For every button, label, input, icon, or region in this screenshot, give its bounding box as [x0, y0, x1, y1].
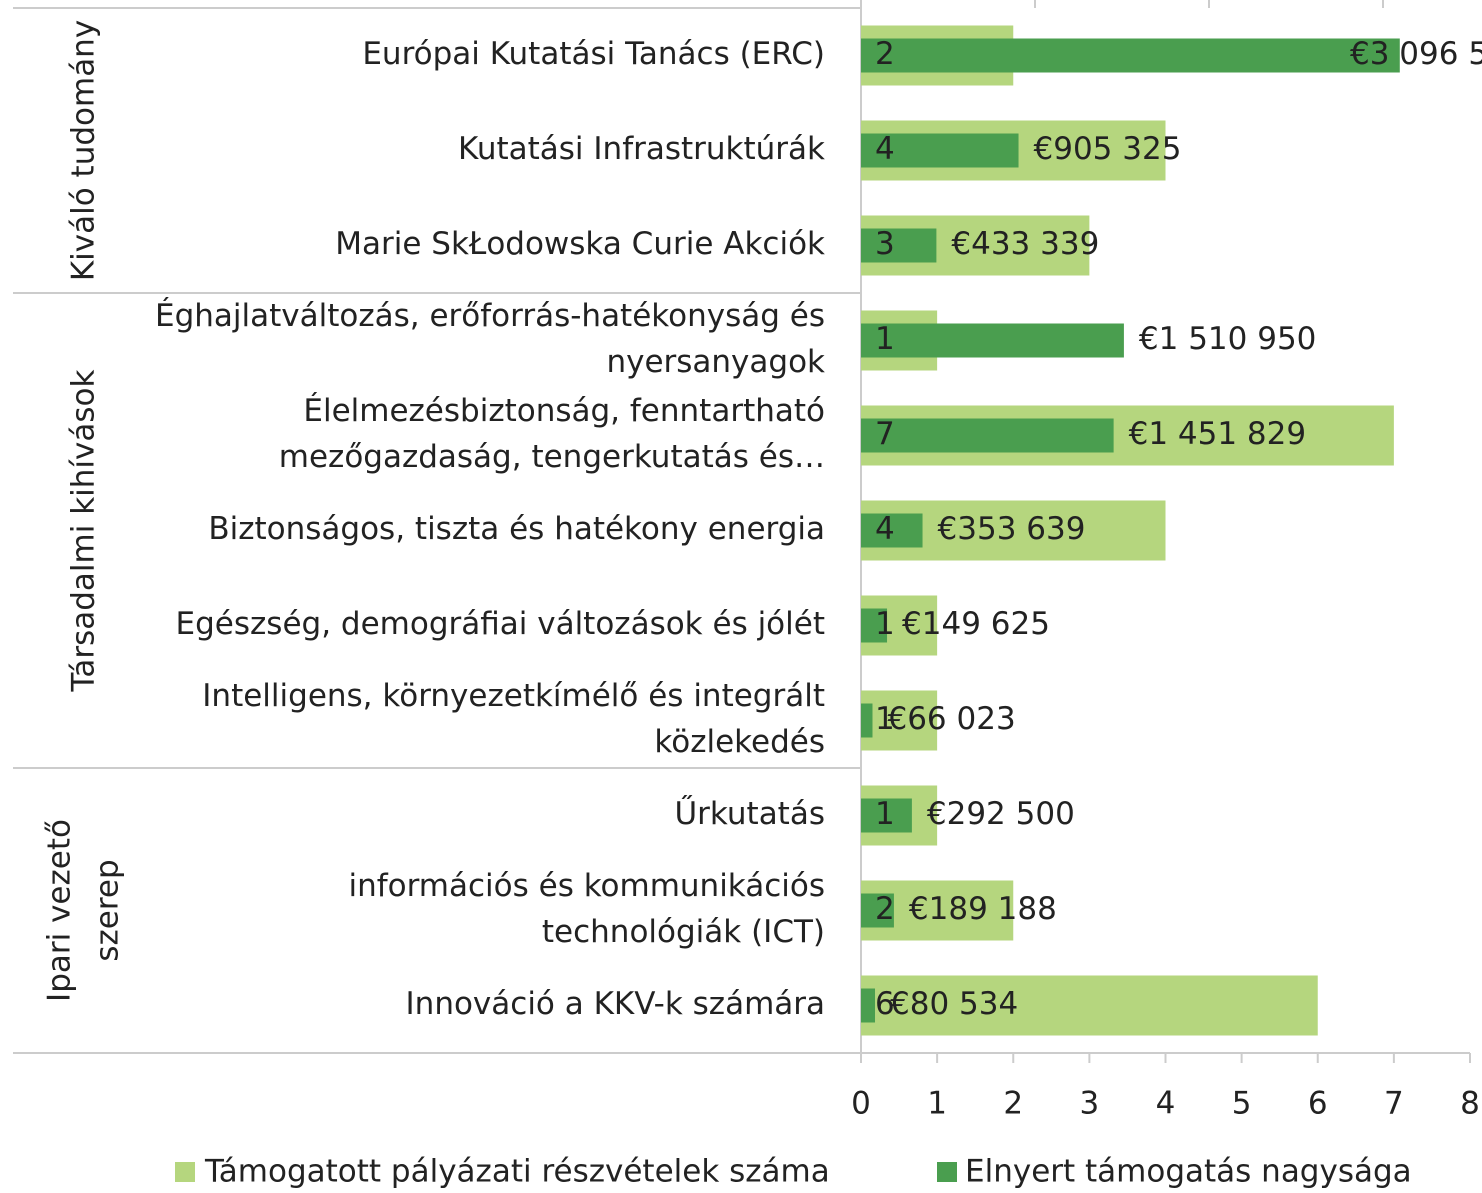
category-label: Kutatási Infrastruktúrák — [458, 131, 825, 167]
group-label: Kiváló tudomány — [66, 20, 102, 281]
funding-label: €3 096 5 — [1350, 36, 1482, 72]
x-tick-label: 5 — [1232, 1086, 1252, 1122]
funding-bar — [861, 798, 912, 833]
funding-label: €292 500 — [927, 796, 1075, 832]
x-tick-label: 2 — [1003, 1086, 1023, 1122]
legend-label: Támogatott pályázati részvételek száma — [204, 1154, 830, 1190]
funding-label: €905 325 — [1034, 131, 1182, 167]
category-label: Éghajlatváltozás, erőforrás-hatékonyság … — [155, 298, 825, 334]
category-label: közlekedés — [654, 724, 825, 760]
x-tick-label: 0 — [851, 1086, 871, 1122]
funding-bar — [861, 418, 1114, 453]
group-label: Társadalmi kihívások — [66, 370, 102, 693]
category-label: mezőgazdaság, tengerkutatás és… — [279, 439, 825, 475]
x-tick-label: 1 — [927, 1086, 947, 1122]
count-label: 7 — [875, 416, 895, 452]
funding-bar — [861, 988, 876, 1023]
funding-label: €353 639 — [938, 511, 1086, 547]
category-label: Intelligens, környezetkímélő és integrál… — [202, 678, 825, 714]
count-label: 2 — [875, 36, 895, 72]
count-label: 1 — [875, 796, 895, 832]
funding-bar — [861, 703, 873, 738]
funding-bar — [861, 228, 937, 263]
category-label: Élelmezésbiztonság, fenntartható — [303, 393, 825, 429]
group-label: Ipari vezető — [42, 819, 78, 1002]
category-label: Űrkutatás — [674, 795, 825, 832]
funding-bar — [861, 38, 1400, 73]
funding-bar — [861, 133, 1019, 168]
count-bar — [861, 975, 1318, 1036]
legend-label: Elnyert támogatás nagysága — [965, 1154, 1412, 1190]
funding-label: €1 451 829 — [1129, 416, 1307, 452]
count-label: 2 — [875, 891, 895, 927]
x-tick-label: 3 — [1080, 1086, 1100, 1122]
funding-label: €149 625 — [902, 606, 1050, 642]
count-label: 6 — [875, 986, 895, 1022]
count-label: 3 — [875, 226, 895, 262]
group-label: szerep — [90, 859, 126, 961]
count-label: 1 — [875, 701, 895, 737]
funding-bar — [861, 608, 888, 643]
funding-label: €80 534 — [890, 986, 1018, 1022]
funding-label: €189 188 — [909, 891, 1057, 927]
x-tick-label: 8 — [1460, 1086, 1480, 1122]
x-tick-label: 6 — [1308, 1086, 1328, 1122]
category-label: Európai Kutatási Tanács (ERC) — [362, 36, 825, 72]
category-label: nyersanyagok — [606, 344, 825, 380]
category-label: technológiák (ICT) — [542, 914, 825, 950]
category-label: információs és kommunikációs — [348, 868, 825, 904]
category-label: Egészség, demográfiai változások és jólé… — [176, 606, 825, 642]
funding-bar — [861, 893, 894, 928]
count-label: 1 — [875, 321, 895, 357]
x-tick-label: 4 — [1156, 1086, 1176, 1122]
legend-swatch — [937, 1162, 957, 1182]
funding-bar — [861, 513, 923, 548]
count-bar — [861, 690, 938, 751]
funding-bar — [861, 323, 1124, 358]
funding-label: €66 023 — [887, 701, 1015, 737]
x-tick-label: 7 — [1384, 1086, 1404, 1122]
legend-swatch — [175, 1162, 195, 1182]
category-label: Marie SkŁodowska Curie Akciók — [335, 226, 825, 262]
count-label: 1 — [875, 606, 895, 642]
category-label: Biztonságos, tiszta és hatékony energia — [208, 511, 825, 547]
funding-label: €433 339 — [951, 226, 1099, 262]
category-label: Innováció a KKV-k számára — [406, 986, 825, 1022]
count-label: 4 — [875, 511, 895, 547]
count-label: 4 — [875, 131, 895, 167]
funding-label: €1 510 950 — [1139, 321, 1317, 357]
